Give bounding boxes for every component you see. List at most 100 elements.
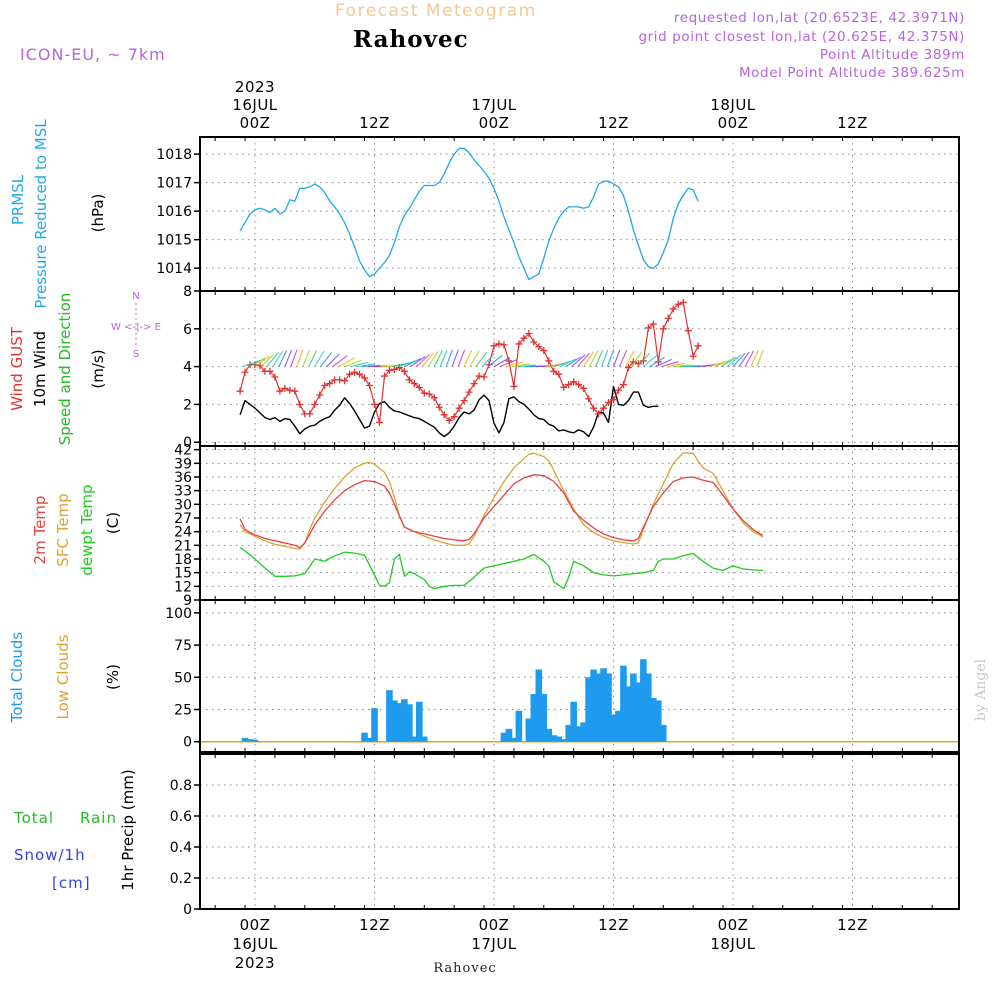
- wind-arrow: [248, 357, 266, 368]
- top-time-label: 00Z: [240, 114, 271, 132]
- wind-arrow: [356, 363, 375, 368]
- gust-marker: [485, 361, 493, 369]
- wind-arrow: [643, 354, 658, 368]
- panel-label: (%): [104, 664, 122, 690]
- cloud-bar: [630, 673, 637, 742]
- wind-arrow: [296, 349, 304, 367]
- wind-arrow: [398, 360, 416, 368]
- panel-label: Wind GUST: [8, 326, 26, 411]
- gust-marker: [684, 327, 692, 335]
- cloud-bar: [251, 739, 259, 742]
- bottom-time-label: 00Z: [718, 916, 749, 934]
- y-tick-label: 42: [174, 443, 192, 459]
- wind-arrow: [511, 363, 530, 368]
- y-tick-label: 0: [183, 902, 192, 918]
- wind-arrow: [559, 358, 577, 368]
- y-tick-label: 2: [183, 397, 192, 413]
- wind-arrow: [667, 362, 686, 368]
- wind-arrow: [499, 359, 517, 368]
- gust-marker: [281, 384, 289, 392]
- dewpt-line: [239, 547, 763, 590]
- sfc-temp-line: [239, 452, 764, 550]
- gust-marker: [624, 364, 632, 372]
- cloud-bar: [401, 699, 408, 742]
- gust-marker: [580, 384, 588, 392]
- wind-arrow: [553, 360, 572, 368]
- top-time-label: 16JUL: [232, 96, 277, 114]
- y-tick-label: 30: [174, 497, 192, 513]
- cloud-bar: [371, 708, 378, 742]
- wind-arrow: [350, 361, 369, 368]
- gust-marker: [565, 381, 573, 389]
- y-tick-label: 21: [174, 538, 192, 554]
- y-tick-label: 0: [183, 435, 192, 451]
- compass-s: S: [133, 349, 139, 360]
- wind-arrow: [636, 352, 650, 367]
- wind-arrow: [601, 349, 609, 367]
- cloud-bar: [540, 694, 548, 742]
- wind-arrow: [451, 349, 459, 367]
- bottom-time-label: 00Z: [240, 916, 271, 934]
- gust-marker: [605, 399, 613, 407]
- gust-marker: [555, 370, 563, 378]
- cloud-bar: [500, 732, 508, 742]
- panel-label: 2m Temp: [31, 496, 49, 565]
- y-tick-label: 15: [174, 566, 192, 582]
- cloud-bar: [396, 703, 403, 742]
- wind-arrow: [714, 358, 732, 368]
- gust-marker: [351, 368, 359, 376]
- cloud-bar: [246, 739, 254, 742]
- wind-arrow: [565, 356, 582, 368]
- y-tick-label: 39: [174, 456, 192, 472]
- y-tick-label: 1016: [156, 204, 192, 220]
- gust-marker: [515, 340, 523, 348]
- wind-arrow: [726, 354, 742, 368]
- wind-arrow: [493, 357, 510, 368]
- top-time-label: 00Z: [479, 114, 510, 132]
- y-tick-label: 4: [183, 360, 192, 376]
- gust-marker: [465, 388, 473, 396]
- y-tick-label: 1015: [156, 233, 192, 249]
- top-time-label: 2023: [235, 78, 275, 96]
- cloud-bar: [655, 700, 662, 742]
- gust-marker: [644, 324, 652, 332]
- gust-marker: [595, 410, 603, 418]
- panel-label: PRMSL: [9, 174, 27, 225]
- gust-marker: [291, 387, 299, 395]
- gust-marker: [241, 368, 249, 376]
- cloud-bar: [590, 669, 597, 742]
- panel-label: Speed and Direction: [56, 293, 74, 446]
- panel-label: 1hr Precip (mm): [119, 769, 137, 890]
- credit-text: by Angel: [973, 658, 989, 721]
- wind-arrow: [571, 354, 586, 368]
- wind-arrow: [583, 351, 595, 367]
- y-tick-label: 36: [174, 470, 192, 486]
- y-tick-label: 33: [174, 484, 192, 500]
- gust-marker: [385, 366, 393, 374]
- wind-arrow: [308, 350, 317, 367]
- cloud-bar: [416, 701, 423, 742]
- wind-arrow: [673, 364, 692, 368]
- wind-arrow: [720, 356, 737, 368]
- cloud-bar: [411, 736, 418, 742]
- wind-arrow: [756, 349, 764, 367]
- wind-arrow: [750, 349, 759, 367]
- gust-marker: [371, 400, 378, 408]
- top-time-label: 12Z: [598, 114, 629, 132]
- cloud-bar: [610, 714, 617, 742]
- wind-arrow: [618, 349, 628, 367]
- wind-speed-line: [239, 385, 659, 438]
- cloud-bar: [361, 732, 368, 742]
- y-tick-label: 0.4: [170, 840, 192, 856]
- info-line-0: requested lon,lat (20.6523E, 42.3971N): [674, 10, 965, 26]
- panel-label: dewpt Temp: [78, 484, 96, 575]
- gust-marker: [500, 341, 508, 349]
- wind-arrow: [302, 349, 310, 367]
- product-title: Forecast Meteogram: [335, 1, 537, 21]
- cloud-bar: [241, 737, 249, 742]
- cloud-bar: [545, 728, 553, 742]
- y-tick-label: 8: [183, 284, 192, 300]
- wind-arrow: [630, 351, 643, 367]
- wind-arrow: [260, 353, 275, 368]
- gust-marker: [276, 387, 284, 395]
